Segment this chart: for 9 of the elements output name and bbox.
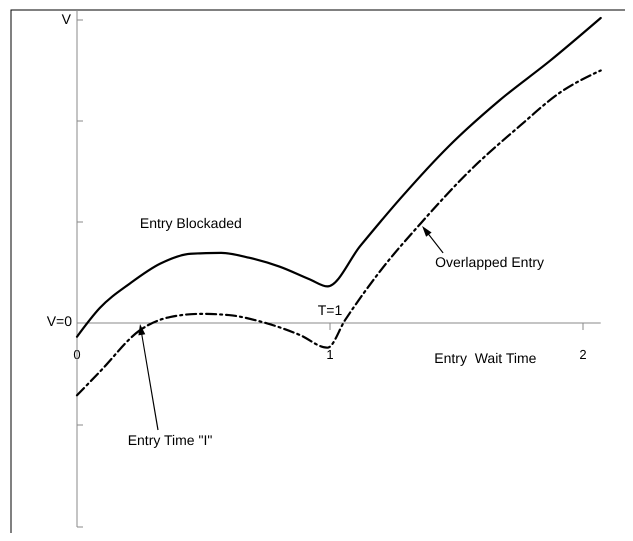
text: V=0 <box>46 313 72 329</box>
annotation: T=1 <box>318 302 342 318</box>
x-axis-title: Entry Wait Time <box>434 350 537 366</box>
text: Entry Time "I" <box>128 432 212 448</box>
legend-label: Overlapped Entry <box>435 254 544 270</box>
x-tick-label: 2 <box>579 347 587 362</box>
y-axis-title: V <box>62 11 72 27</box>
series-label: Entry Blockaded <box>140 214 242 231</box>
x-tick-label: 1 <box>326 347 334 362</box>
